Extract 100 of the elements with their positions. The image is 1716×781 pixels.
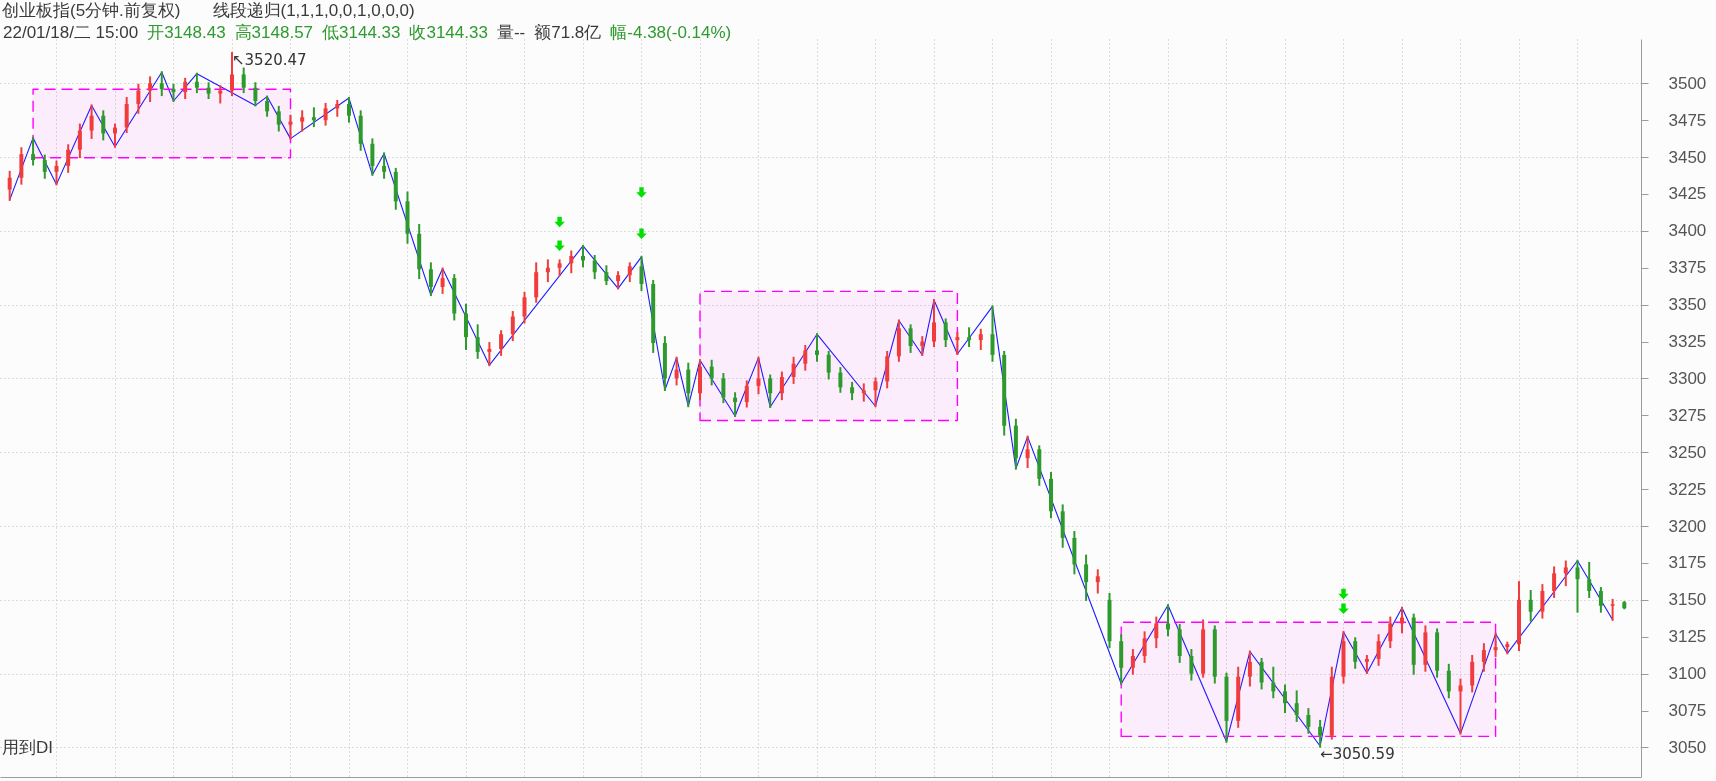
chart-subtitle: 线段递归(1,1,1,0,0,1,0,0,0) <box>212 1 415 20</box>
candlestick <box>194 72 199 94</box>
annotation: 用到DI <box>2 738 53 757</box>
candlestick <box>7 170 12 201</box>
candlestick <box>229 52 234 97</box>
candlestick <box>1271 666 1276 699</box>
candlestick <box>265 95 270 117</box>
candlestick <box>276 105 281 132</box>
y-tick-label: 3250 <box>1668 442 1707 462</box>
candlestick <box>1154 616 1159 649</box>
y-tick-label: 3400 <box>1668 221 1707 241</box>
point <box>1338 603 1349 614</box>
annotation: 收3144.33 <box>409 23 488 42</box>
candlestick <box>873 377 878 408</box>
candlestick <box>463 303 468 350</box>
candlestick <box>183 77 188 100</box>
annotation: 高3148.57 <box>234 23 314 42</box>
candlestick <box>978 328 983 350</box>
candlestick <box>592 254 597 280</box>
candlestick <box>136 83 141 114</box>
candlestick <box>569 250 574 274</box>
candlestick <box>1563 560 1568 587</box>
point <box>636 187 647 198</box>
candlestick <box>1587 561 1592 598</box>
candlestick <box>148 76 153 102</box>
candlestick <box>861 383 866 402</box>
candlestick <box>31 136 36 166</box>
candlestick <box>522 291 527 324</box>
candlestick <box>931 298 936 348</box>
candlestick <box>42 154 47 179</box>
candlestick <box>639 255 644 291</box>
candlestick <box>721 373 726 404</box>
point <box>554 216 565 228</box>
candlestick <box>709 359 714 386</box>
y-tick-label: 3075 <box>1668 701 1707 721</box>
candlestick <box>101 110 106 141</box>
annotation: ←3050.59 <box>1320 744 1395 763</box>
candlestick <box>1528 590 1533 622</box>
candlestick <box>499 330 504 356</box>
candlestick <box>311 107 316 128</box>
y-tick-label: 3500 <box>1668 73 1707 93</box>
y-tick-label: 3300 <box>1668 368 1707 388</box>
candlestick <box>1458 678 1463 735</box>
candlestick <box>1025 435 1030 469</box>
candlestick <box>1247 650 1252 687</box>
candlestick <box>744 380 749 408</box>
candlestick <box>475 324 480 359</box>
point <box>554 240 565 251</box>
candlestick <box>159 71 164 97</box>
candlestick <box>510 311 515 342</box>
candlestick <box>1306 708 1311 734</box>
candlestick <box>1130 649 1135 675</box>
candlestick <box>428 262 433 297</box>
annotation: 22/01/18/二 15:00 <box>3 23 139 42</box>
y-tick-label: 3425 <box>1668 184 1707 204</box>
candlestick <box>171 83 176 102</box>
candlestick <box>1259 657 1264 690</box>
annotation: 低3144.33 <box>322 23 401 42</box>
candlestick <box>1388 616 1393 649</box>
candlestick <box>826 350 831 380</box>
candlestick <box>1575 559 1580 613</box>
candlestick <box>1283 684 1287 714</box>
candlestick <box>300 110 305 132</box>
candlestick <box>89 104 94 139</box>
candlestick <box>1318 719 1323 748</box>
y-tick-label: 3100 <box>1668 664 1707 684</box>
candlestick <box>814 333 819 362</box>
candlestick <box>19 147 24 185</box>
candlestick <box>1095 569 1100 594</box>
y-tick-label: 3375 <box>1668 258 1707 278</box>
y-tick-label: 3150 <box>1668 590 1707 610</box>
candlestick <box>218 85 223 104</box>
annotation: ↖3520.47 <box>231 51 307 70</box>
candlestick <box>323 102 328 126</box>
candlestick <box>908 324 913 353</box>
y-tick-label: 3050 <box>1668 737 1707 757</box>
candlestick <box>674 356 679 386</box>
candlestick <box>241 67 246 94</box>
candlestick <box>1084 554 1089 601</box>
chart-title: 创业板指(5分钟.前复权) <box>2 1 181 20</box>
y-tick-label: 3175 <box>1668 553 1707 573</box>
candlestick <box>1481 643 1486 672</box>
candlestick <box>77 123 82 159</box>
candlestick <box>440 267 445 294</box>
candlestick <box>1610 598 1615 621</box>
candlestick <box>1598 587 1603 613</box>
y-tick-label: 3350 <box>1668 295 1707 315</box>
candlestick <box>943 318 948 348</box>
candlestick <box>967 327 972 348</box>
candlestick <box>346 97 351 123</box>
candlestick <box>686 362 691 408</box>
annotation: 额71.8亿 <box>534 23 602 42</box>
candlestick <box>1446 663 1451 699</box>
candlestick <box>370 138 375 176</box>
candlestick <box>1189 649 1194 681</box>
candlestick <box>487 342 492 367</box>
candlestick <box>1552 566 1557 598</box>
y-tick-label: 3450 <box>1668 147 1707 167</box>
candlestick <box>1470 654 1475 693</box>
candlestick <box>955 331 960 355</box>
